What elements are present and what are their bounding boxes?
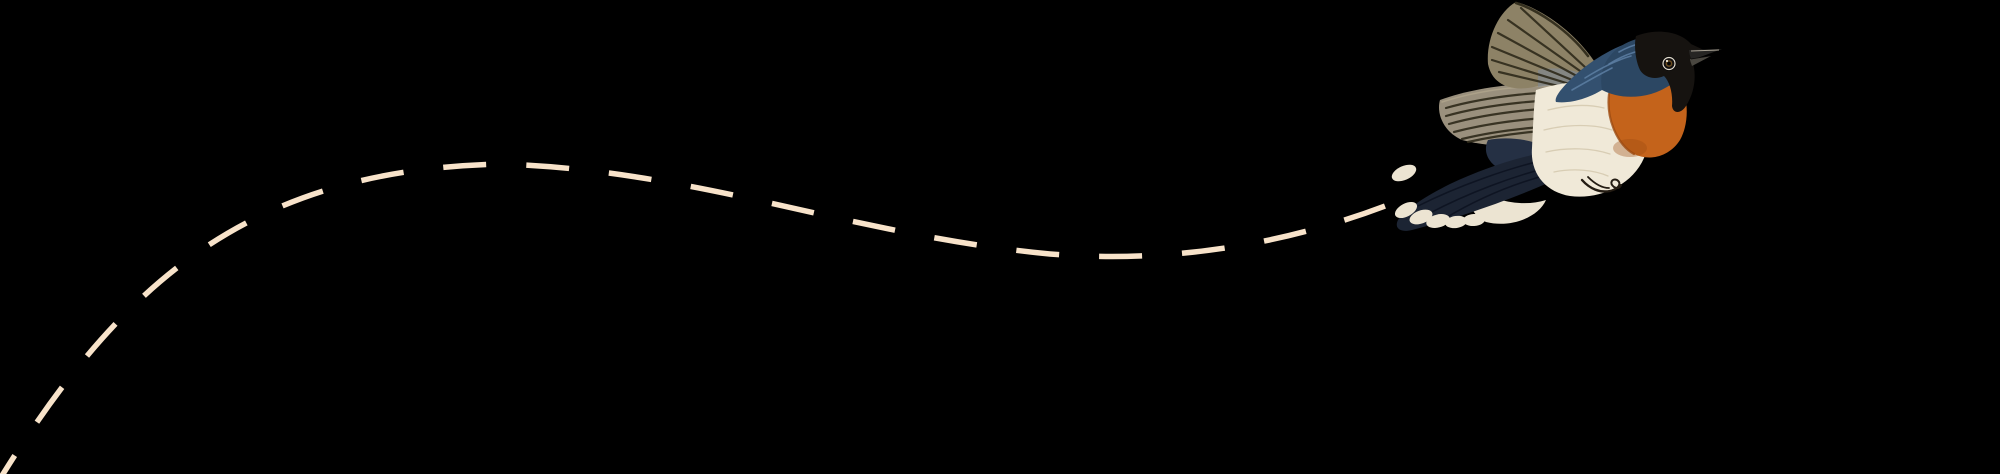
bird-beak xyxy=(1689,49,1722,66)
bird-eye xyxy=(1661,56,1677,71)
bird-face-mask xyxy=(1635,31,1706,113)
dashed-flight-path-line xyxy=(0,161,1386,474)
bird-illustration xyxy=(1391,1,1722,231)
bird-feet xyxy=(1580,176,1622,193)
